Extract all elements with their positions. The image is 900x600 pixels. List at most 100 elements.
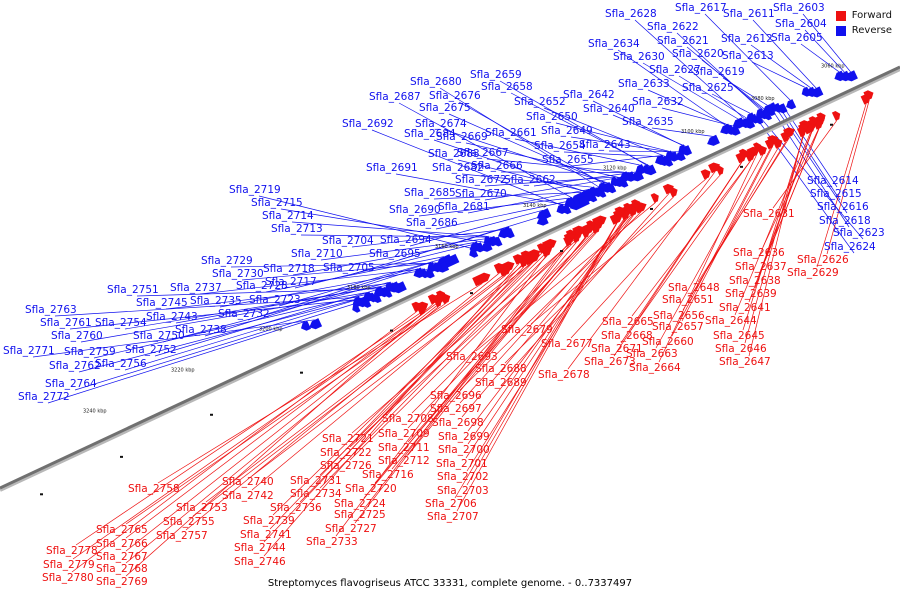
forward-gene-arrow: [863, 90, 874, 101]
forward-gene-label: Sfla_2631: [743, 208, 795, 220]
forward-gene-label: Sfla_2679: [501, 324, 553, 336]
forward-leader-line: [459, 211, 642, 391]
forward-gene-label: Sfla_2693: [446, 351, 498, 363]
reverse-leader-line: [651, 127, 713, 137]
forward-gene-label: Sfla_2702: [437, 471, 489, 483]
label-leader-lines: [32, 13, 870, 577]
forward-gene-label: Sfla_2651: [662, 294, 714, 306]
forward-leader-line: [682, 147, 779, 311]
forward-gene-label: Sfla_2706: [425, 498, 477, 510]
gene-labels: Sfla_2603Sfla_2604Sfla_2605Sfla_2611Sfla…: [3, 2, 885, 588]
reverse-leader-line: [752, 19, 817, 89]
forward-leader-line: [411, 225, 601, 414]
reverse-gene-label: Sfla_2704: [322, 235, 374, 247]
reverse-leader-line: [617, 49, 726, 126]
reverse-gene-label: Sfla_2650: [526, 111, 578, 123]
tick-label: 3180 kbp: [347, 285, 371, 291]
reverse-gene-label: Sfla_2761: [40, 317, 92, 329]
forward-gene-label: Sfla_2740: [222, 476, 274, 488]
forward-gene-label: Sfla_2746: [234, 556, 286, 568]
reverse-gene-label: Sfla_2667: [457, 147, 509, 159]
forward-gene-arrow: [735, 152, 747, 164]
forward-leader-line: [465, 215, 628, 459]
reverse-gene-label: Sfla_2627: [649, 64, 701, 76]
reverse-gene-label: Sfla_2772: [18, 391, 70, 403]
reverse-leader-line: [93, 292, 372, 359]
reverse-leader-line: [32, 319, 315, 358]
forward-gene-label: Sfla_2765: [96, 524, 148, 536]
reverse-leader-line: [802, 13, 851, 73]
forward-gene-label: Sfla_2645: [713, 330, 765, 342]
forward-gene-label: Sfla_2733: [306, 536, 358, 548]
tick-label: 3100 kbp: [681, 129, 705, 135]
forward-leader-line: [157, 283, 483, 484]
reverse-leader-line: [47, 321, 306, 404]
forward-gene-label: Sfla_2720: [345, 483, 397, 495]
forward-gene-label: Sfla_2769: [96, 576, 148, 588]
forward-leader-line: [363, 238, 573, 510]
reverse-gene-label: Sfla_2605: [771, 32, 823, 44]
forward-leader-line: [681, 144, 774, 322]
reverse-gene-label: Sfla_2676: [429, 90, 481, 102]
reverse-leader-line: [124, 286, 379, 330]
misc-feature: [210, 413, 213, 416]
reverse-leader-line: [457, 159, 592, 194]
forward-leader-line: [407, 228, 599, 429]
reverse-leader-line: [165, 282, 394, 310]
forward-gene-label: Sfla_2641: [719, 302, 771, 314]
reverse-leader-line: [461, 173, 593, 188]
forward-gene-arrow: [764, 139, 774, 150]
reverse-gene-label: Sfla_2675: [419, 102, 471, 114]
reverse-gene-label: Sfla_2640: [583, 103, 635, 115]
misc-feature: [390, 329, 393, 332]
forward-gene-arrow: [700, 169, 711, 180]
reverse-leader-line: [711, 93, 751, 114]
reverse-gene-label: Sfla_2617: [675, 2, 727, 14]
reverse-gene-label: Sfla_2771: [3, 345, 55, 357]
reverse-gene-label: Sfla_2643: [579, 139, 631, 151]
forward-leader-line: [466, 215, 622, 486]
reverse-gene-label: Sfla_2623: [833, 227, 885, 239]
forward-gene-label: Sfla_2767: [96, 551, 148, 563]
reverse-leader-line: [435, 198, 579, 230]
forward-leader-line: [349, 238, 579, 448]
forward-leader-line: [504, 192, 670, 378]
reverse-leader-line: [800, 43, 840, 73]
reverse-leader-line: [80, 292, 368, 343]
reverse-gene-label: Sfla_2659: [470, 69, 522, 81]
forward-gene-label: Sfla_2779: [43, 559, 95, 571]
forward-gene-label: Sfla_2699: [438, 431, 490, 443]
forward-gene-label: Sfla_2644: [705, 315, 757, 327]
reverse-gene-label: Sfla_2735: [190, 295, 242, 307]
reverse-gene-label: Sfla_2760: [51, 330, 103, 342]
reverse-leader-line: [320, 236, 497, 261]
forward-gene-label: Sfla_2744: [234, 542, 286, 554]
reverse-gene-label: Sfla_2732: [218, 308, 270, 320]
reverse-gene-label: Sfla_2615: [810, 188, 862, 200]
genome-backbone: [0, 65, 900, 492]
forward-gene-label: Sfla_2668: [601, 330, 653, 342]
genome-caption: Streptomyces flavogriseus ATCC 33331, co…: [267, 578, 633, 589]
forward-gene-arrow: [427, 294, 438, 305]
tick-label: 3240 kbp: [83, 409, 107, 415]
reverse-leader-line: [124, 293, 377, 371]
reverse-gene-label: Sfla_2764: [45, 378, 97, 390]
forward-gene-arrow: [753, 142, 762, 153]
reverse-gene-label: Sfla_2718: [263, 263, 315, 275]
forward-gene-label: Sfla_2703: [437, 485, 489, 497]
reverse-leader-line: [292, 242, 475, 276]
forward-gene-label: Sfla_2709: [378, 428, 430, 440]
reverse-gene-label: Sfla_2683: [428, 148, 480, 160]
reverse-gene-label: Sfla_2750: [133, 330, 185, 342]
reverse-gene-label: Sfla_2694: [380, 234, 432, 246]
reverse-swatch: [835, 25, 846, 36]
forward-gene-arrow: [563, 236, 573, 247]
reverse-leader-line: [676, 32, 760, 110]
reverse-leader-line: [484, 177, 619, 201]
forward-leader-line: [319, 255, 548, 489]
reverse-leader-line: [465, 142, 623, 179]
reverse-gene-label: Sfla_2618: [819, 215, 871, 227]
forward-gene-label: Sfla_2766: [96, 538, 148, 550]
forward-gene-label: Sfla_2636: [733, 247, 785, 259]
